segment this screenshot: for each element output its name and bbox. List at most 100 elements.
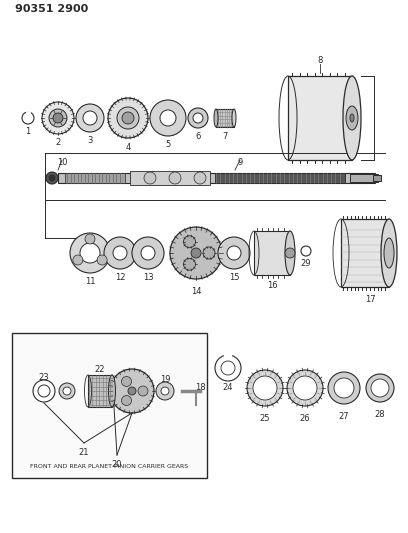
Circle shape	[113, 246, 127, 260]
Circle shape	[97, 255, 107, 265]
Ellipse shape	[381, 219, 397, 287]
Circle shape	[76, 104, 104, 132]
Text: 17: 17	[365, 295, 375, 304]
Circle shape	[110, 369, 154, 413]
Ellipse shape	[214, 109, 218, 127]
Text: 18: 18	[195, 383, 205, 392]
Text: 11: 11	[85, 277, 95, 286]
Circle shape	[366, 374, 394, 402]
Bar	[350, 174, 378, 182]
Circle shape	[122, 112, 134, 124]
Text: 5: 5	[165, 140, 171, 149]
Text: 27: 27	[339, 412, 349, 421]
Circle shape	[70, 233, 110, 273]
Circle shape	[144, 172, 156, 184]
Text: 19: 19	[160, 375, 170, 384]
Ellipse shape	[232, 109, 236, 127]
Circle shape	[33, 380, 55, 402]
Circle shape	[301, 246, 311, 256]
Circle shape	[215, 355, 241, 381]
Text: 26: 26	[300, 414, 310, 423]
Text: 10: 10	[57, 158, 67, 167]
Text: 22: 22	[95, 365, 105, 374]
Circle shape	[53, 113, 63, 123]
Circle shape	[122, 395, 131, 406]
Text: 25: 25	[260, 414, 270, 423]
Circle shape	[141, 246, 155, 260]
Circle shape	[80, 243, 100, 263]
Circle shape	[334, 378, 354, 398]
Ellipse shape	[285, 231, 295, 275]
Circle shape	[128, 387, 136, 395]
Text: 1: 1	[25, 127, 31, 136]
Circle shape	[227, 246, 241, 260]
Ellipse shape	[350, 114, 354, 122]
Circle shape	[293, 376, 317, 400]
Ellipse shape	[343, 76, 361, 160]
Circle shape	[247, 370, 283, 406]
Text: 16: 16	[267, 281, 277, 290]
Ellipse shape	[384, 238, 394, 268]
Circle shape	[83, 111, 97, 125]
Bar	[58, 173, 375, 183]
Circle shape	[161, 387, 169, 395]
Circle shape	[104, 237, 136, 269]
Circle shape	[221, 361, 235, 375]
Circle shape	[285, 248, 295, 258]
Circle shape	[63, 387, 71, 395]
Text: 12: 12	[115, 273, 125, 282]
Circle shape	[203, 247, 215, 259]
Text: 4: 4	[125, 143, 131, 152]
Ellipse shape	[346, 106, 358, 130]
Circle shape	[371, 379, 389, 397]
Text: 29: 29	[301, 259, 311, 268]
Bar	[288, 76, 352, 160]
Text: 8: 8	[317, 56, 323, 65]
Circle shape	[73, 255, 83, 265]
Bar	[216, 109, 234, 127]
Circle shape	[194, 172, 206, 184]
Circle shape	[188, 108, 208, 128]
Circle shape	[191, 248, 201, 258]
Bar	[215, 173, 345, 183]
Bar	[88, 375, 112, 407]
Circle shape	[218, 237, 250, 269]
Text: 21: 21	[79, 448, 89, 457]
Circle shape	[328, 372, 360, 404]
Circle shape	[170, 227, 222, 279]
Circle shape	[138, 386, 148, 396]
Circle shape	[38, 385, 50, 397]
Circle shape	[49, 109, 67, 127]
Circle shape	[150, 100, 186, 136]
Circle shape	[132, 237, 164, 269]
Circle shape	[287, 370, 323, 406]
Circle shape	[184, 259, 195, 270]
Text: 24: 24	[223, 383, 233, 392]
Circle shape	[85, 234, 95, 244]
Text: 13: 13	[143, 273, 153, 282]
Bar	[12, 333, 207, 478]
Bar	[130, 171, 210, 185]
Circle shape	[108, 98, 148, 138]
Circle shape	[193, 113, 203, 123]
Text: 2: 2	[55, 138, 61, 147]
Circle shape	[42, 102, 74, 134]
Text: 7: 7	[222, 132, 228, 141]
Circle shape	[59, 383, 75, 399]
Text: 3: 3	[87, 136, 93, 145]
Circle shape	[253, 376, 277, 400]
Circle shape	[49, 175, 55, 181]
Text: 15: 15	[229, 273, 239, 282]
Bar	[341, 219, 389, 287]
Ellipse shape	[109, 375, 115, 407]
Circle shape	[122, 376, 131, 386]
Text: 9: 9	[237, 158, 243, 167]
Text: 6: 6	[195, 132, 201, 141]
Text: 23: 23	[39, 373, 49, 382]
Circle shape	[156, 382, 174, 400]
Text: 90351 2900: 90351 2900	[15, 4, 88, 14]
Circle shape	[184, 236, 195, 248]
Text: 14: 14	[191, 287, 201, 296]
Bar	[254, 231, 290, 275]
Text: FRONT AND REAR PLANET PINION CARRIER GEARS: FRONT AND REAR PLANET PINION CARRIER GEA…	[30, 464, 188, 469]
